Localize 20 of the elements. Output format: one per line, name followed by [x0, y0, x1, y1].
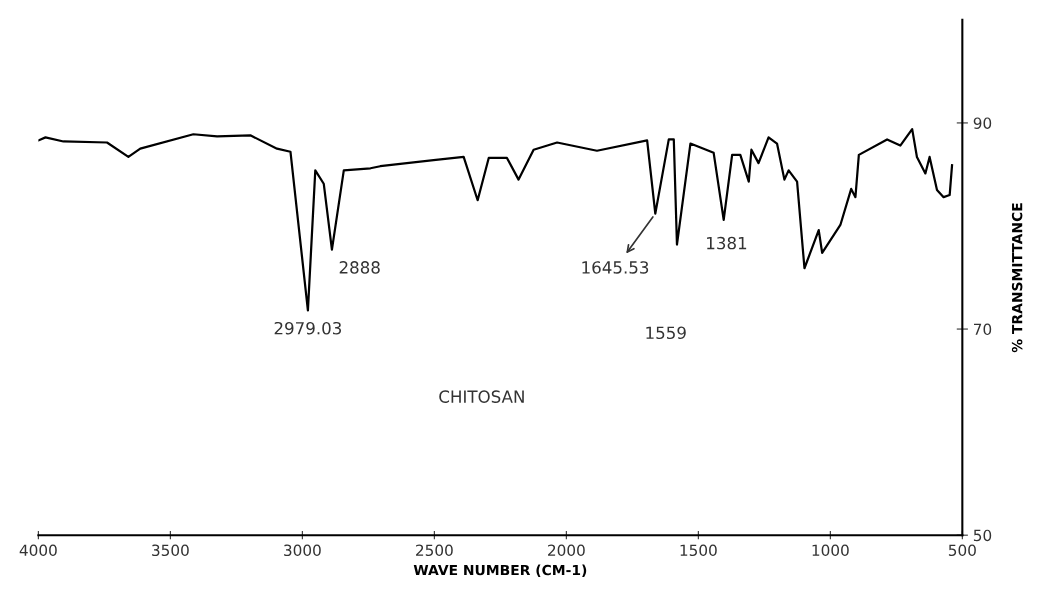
x-tick-label: 2000 [548, 544, 585, 557]
annotation: 1645.53 [582, 261, 649, 274]
x-tick-label: 1000 [812, 544, 849, 557]
y-axis-title: % TRANSMITTANCE [1011, 203, 1023, 353]
x-tick-label: 1500 [680, 544, 717, 557]
x-axis-title: WAVE NUMBER (CM-1) [413, 564, 587, 577]
annotation: 2979.03 [274, 321, 342, 335]
x-tick-label: 2500 [416, 544, 453, 557]
y-tick-label: 90 [973, 117, 992, 129]
x-tick-label: 4000 [19, 544, 57, 557]
y-tick-label: 50 [973, 529, 992, 542]
annotation: 1381 [707, 236, 747, 250]
annotation: 1559 [646, 326, 686, 340]
annotation: 2888 [339, 261, 380, 274]
x-tick-label: 3000 [284, 544, 321, 557]
annotation: CHITOSAN [439, 390, 524, 403]
x-tick-label: 3500 [152, 544, 189, 557]
line-series [38, 128, 954, 312]
x-tick-label: 500 [948, 544, 976, 557]
y-tick-label: 70 [974, 323, 992, 336]
